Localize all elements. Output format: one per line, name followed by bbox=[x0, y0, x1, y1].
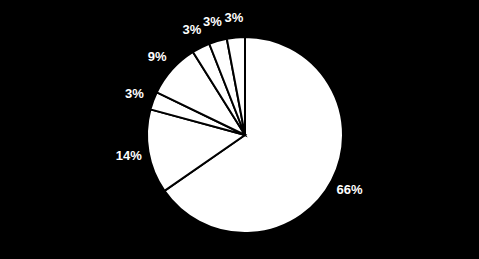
svg-text:9%: 9% bbox=[148, 49, 167, 64]
svg-text:3%: 3% bbox=[125, 86, 144, 101]
svg-text:14%: 14% bbox=[116, 148, 142, 163]
svg-text:66%: 66% bbox=[337, 182, 363, 197]
svg-text:3%: 3% bbox=[203, 14, 222, 29]
svg-text:3%: 3% bbox=[183, 22, 202, 37]
svg-text:3%: 3% bbox=[225, 10, 244, 25]
